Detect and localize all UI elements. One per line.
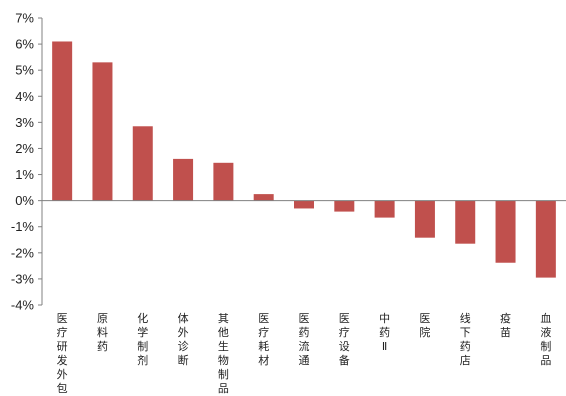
category-label: 化学制剂 [137, 311, 148, 367]
y-tick-label: 0% [15, 193, 34, 208]
y-tick-label: 1% [15, 167, 34, 182]
y-tick-label: -4% [11, 298, 35, 313]
category-label: 体外诊断 [178, 311, 189, 367]
y-tick-label: 3% [15, 115, 34, 130]
bar [455, 200, 476, 244]
bar [334, 200, 355, 212]
category-label: 原料药 [97, 312, 108, 353]
bar [132, 126, 153, 201]
category-label: 医疗耗材 [258, 312, 269, 367]
y-tick-label: -3% [11, 271, 35, 286]
bar [173, 158, 194, 201]
category-label: 医疗研发外包 [57, 312, 68, 395]
bar [52, 41, 73, 201]
y-tick-label: 2% [15, 141, 34, 156]
category-label: 医疗设备 [339, 312, 350, 367]
y-tick-label: -1% [11, 219, 35, 234]
y-tick-label: -2% [11, 245, 35, 260]
bar [374, 200, 395, 218]
y-axis: -4% -3% -2% -1% 0% 1% 2% 3% 4% 5% 6% 7% [11, 11, 43, 313]
y-tick-label: 4% [15, 89, 34, 104]
y-tick-label: 6% [15, 37, 34, 52]
category-label: 疫苗 [500, 311, 511, 339]
y-tick-label: 5% [15, 63, 34, 78]
bar [294, 200, 314, 209]
category-label: 其他生物制品 [218, 312, 229, 395]
category-label: 中药 Ⅱ [379, 312, 390, 353]
category-label: 医院 [419, 312, 430, 339]
category-label: 线下药店 [460, 311, 471, 367]
category-label: 医药流通 [299, 312, 310, 367]
category-label: 血液制品 [540, 311, 551, 367]
y-tick-label: 7% [15, 11, 34, 26]
bar [92, 62, 113, 201]
bar [535, 200, 556, 278]
bars [52, 41, 556, 278]
bar [414, 200, 435, 238]
bar [213, 162, 234, 201]
category-labels: 医疗研发外包 原料药 化学制剂 体外诊断 其他生物制品 医疗耗材 医药流通 医疗设备 中药 Ⅱ 医院… [57, 311, 552, 395]
bar [253, 194, 274, 201]
bar [495, 200, 516, 263]
